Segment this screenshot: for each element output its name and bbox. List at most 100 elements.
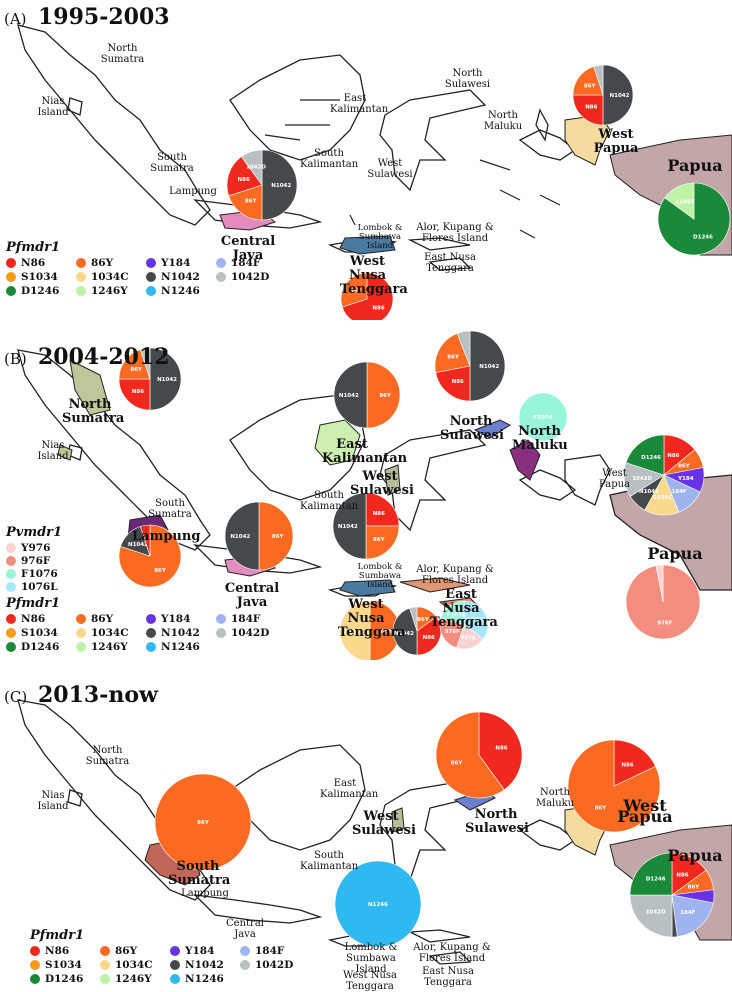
legend-label: N1042 bbox=[161, 627, 200, 639]
pie-slice-n86 bbox=[478, 711, 523, 791]
region-east-nusa: East Nusa Tenggara bbox=[430, 587, 498, 630]
legend-label: 1042D bbox=[231, 271, 270, 283]
panel-label: (A) bbox=[4, 10, 27, 28]
pie-slice-label: 86Y bbox=[379, 393, 392, 399]
legend-item-1076l: 1076L bbox=[6, 581, 86, 593]
pie-slice-label: D1246 bbox=[693, 235, 713, 241]
pie-slice-n1042 bbox=[332, 492, 367, 560]
pie-slice-n1042 bbox=[602, 64, 634, 126]
region-west-nusa: West Nusa Tenggara bbox=[343, 970, 397, 992]
pie-slice-label: N1246 bbox=[368, 902, 388, 908]
pie-chart: N86 86Y bbox=[435, 711, 523, 799]
legend-item-n1042: N1042 bbox=[146, 627, 216, 639]
pie-slice-label: 86Y bbox=[678, 464, 691, 470]
region-north-maluku: North Maluku bbox=[535, 787, 575, 809]
pie-slice-n86 bbox=[341, 272, 394, 320]
pie-slice-n1042 bbox=[333, 361, 368, 429]
legend-label: 1246Y bbox=[115, 973, 152, 985]
legend-label: S1034 bbox=[45, 959, 82, 971]
pie-slice-label: 976F bbox=[445, 629, 460, 635]
pie-slice-n1246 bbox=[334, 860, 422, 948]
pie-slice-976f bbox=[439, 617, 465, 649]
legend-pvmdr1-grid: Y976 976F F1076 1076L bbox=[6, 542, 276, 593]
legend-label: N1246 bbox=[161, 641, 200, 653]
legend-label: 86Y bbox=[91, 613, 114, 625]
pie-chart: D1246 1246Y bbox=[657, 182, 731, 256]
pie-slice-86y bbox=[118, 349, 151, 380]
pie-slice-d1246 bbox=[629, 852, 673, 896]
legend-item-s1034: S1034 bbox=[30, 959, 100, 971]
legend-label: S1034 bbox=[21, 271, 58, 283]
legend-label: F1076 bbox=[21, 568, 58, 580]
region-west-sulawesi: West Sulawesi bbox=[352, 809, 416, 838]
region-east-kalimantan: East Kalimantan bbox=[322, 437, 408, 466]
pie-slice-1034c bbox=[339, 600, 371, 660]
pie-slice-label: 86Y bbox=[197, 820, 210, 826]
pie-slice-label: N86 bbox=[423, 635, 435, 641]
legend-swatch bbox=[30, 946, 40, 956]
legend-item-n1042: N1042 bbox=[170, 959, 240, 971]
pie-slice-n1042 bbox=[469, 330, 506, 402]
legend-swatch bbox=[216, 628, 226, 638]
panel-a: N1042 86Y N86 1042D N1042 N86 86Y D1246 1246Y N86… bbox=[0, 0, 732, 320]
legend-label: Y976 bbox=[21, 542, 51, 554]
pie-chart: N1042 N86 86Y bbox=[118, 347, 182, 411]
legend-swatch bbox=[146, 272, 156, 282]
legend-label: S1034 bbox=[21, 627, 58, 639]
legend-item-n86: N86 bbox=[30, 945, 100, 957]
pie-slice-label: N86 bbox=[667, 453, 679, 459]
legend-item-d1246: D1246 bbox=[6, 641, 76, 653]
legend-label: N1042 bbox=[161, 271, 200, 283]
pie-chart: N86 86Y N1042 bbox=[332, 492, 400, 560]
pie-slice-label: 86Y bbox=[373, 537, 386, 543]
pie-slice-label: 86Y bbox=[447, 355, 460, 361]
pie-slice-1076l bbox=[463, 600, 489, 640]
legend-label: 1034C bbox=[115, 959, 153, 971]
legend-swatch bbox=[6, 642, 16, 652]
pie-chart: N1042 86Y N86 1042D bbox=[226, 149, 298, 221]
legend-swatch bbox=[100, 974, 110, 984]
legend-item-y184: Y184 bbox=[146, 613, 216, 625]
region-papua: Papua bbox=[647, 544, 703, 563]
pie-slice-n1042 bbox=[261, 149, 298, 221]
legend-swatch bbox=[6, 556, 16, 566]
pie-slice-86y bbox=[572, 66, 604, 96]
region-south-kalimantan: South Kalimantan bbox=[300, 850, 359, 872]
pie-chart: N86 86Y bbox=[567, 739, 661, 833]
legend-pfmdr1-grid: N86 86Y Y184 184F S1034 1034C N1042 1042D D1246 1… bbox=[30, 945, 300, 985]
legend-label: 86Y bbox=[91, 257, 114, 269]
pie-slice-label: Y184 bbox=[677, 476, 694, 482]
pie-slice-1246y bbox=[664, 182, 695, 220]
pie-chart: 86Y bbox=[154, 773, 252, 871]
pie-slice-n86 bbox=[435, 365, 471, 402]
pie-chart: 86Y N86 N1042 bbox=[392, 606, 442, 656]
region-west-nusa: West Nusa Tenggara bbox=[340, 254, 408, 297]
legend-label: 184F bbox=[231, 257, 261, 269]
legend-item-n1042: N1042 bbox=[146, 271, 216, 283]
pie-chart: N1246 bbox=[334, 860, 422, 948]
legend-title-pfmdr1: Pfmdr1 bbox=[6, 596, 61, 611]
region-central-java: Central Java bbox=[224, 581, 280, 610]
legend-item-n1246: N1246 bbox=[170, 973, 240, 985]
legend-swatch bbox=[76, 614, 86, 624]
legend-item-184f: 184F bbox=[216, 613, 276, 625]
pie-slice-n86 bbox=[572, 94, 604, 126]
pie-slice-label: N86 bbox=[452, 379, 464, 385]
pie-slice-86y bbox=[365, 525, 400, 560]
pie-chart: N1042 N86 86Y bbox=[434, 330, 506, 402]
legend-swatch bbox=[30, 960, 40, 970]
legend-swatch bbox=[240, 960, 250, 970]
pie-slice-n86 bbox=[365, 492, 400, 527]
legend-swatch bbox=[216, 614, 226, 624]
pie-slice-label: 86Y bbox=[417, 617, 430, 623]
pie-slice-n1042 bbox=[392, 607, 418, 656]
pie-slice-label: F1076 bbox=[533, 415, 552, 421]
legend-title-pfmdr1: Pfmdr1 bbox=[6, 240, 61, 255]
region-lombok: Lombok & Sumbawa Island bbox=[357, 223, 403, 251]
legend-pfmdr1-grid: N86 86Y Y184 184F S1034 1034C N1042 1042D D1246 1… bbox=[6, 257, 276, 297]
legend-swatch bbox=[146, 642, 156, 652]
pie-chart: N86 86Y bbox=[340, 272, 394, 320]
legend-swatch bbox=[76, 286, 86, 296]
region-west-papua: West Papua bbox=[593, 127, 639, 156]
